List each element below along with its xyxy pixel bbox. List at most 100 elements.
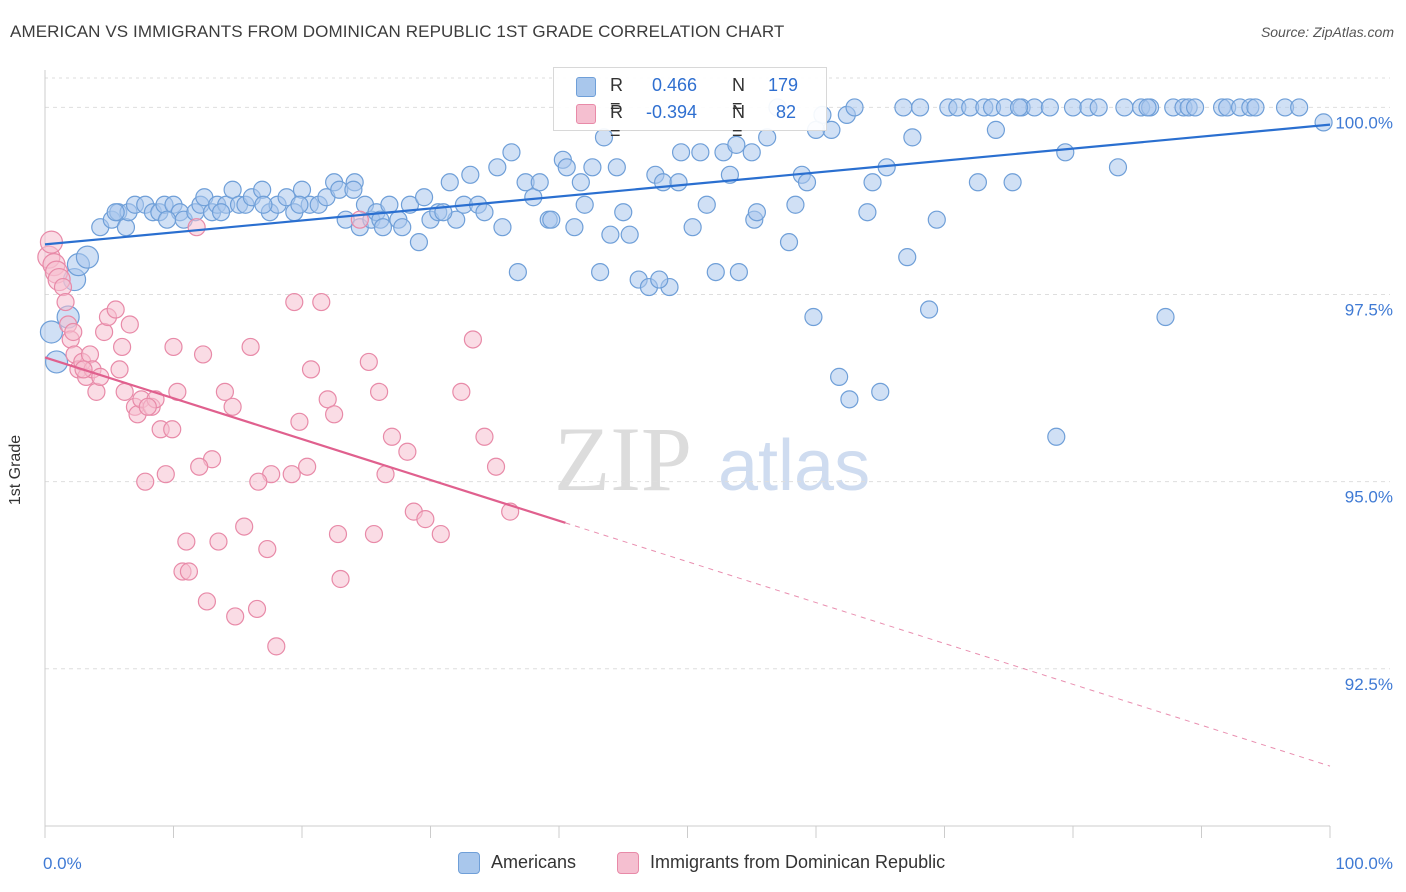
americans-point bbox=[830, 367, 849, 386]
americans-point bbox=[758, 128, 777, 147]
r-value: 0.466 bbox=[652, 75, 698, 95]
dominican-point bbox=[53, 277, 73, 297]
americans-point bbox=[1115, 98, 1134, 117]
americans-point bbox=[727, 135, 746, 154]
americans-point bbox=[742, 143, 761, 162]
americans-point bbox=[729, 262, 749, 282]
americans-point bbox=[858, 203, 877, 222]
r-label: R = bbox=[610, 75, 623, 116]
dominican-legend-swatch bbox=[617, 852, 639, 874]
americans-point bbox=[475, 203, 494, 222]
dominican-point bbox=[197, 592, 217, 611]
americans-point bbox=[1025, 98, 1044, 117]
americans-point bbox=[75, 245, 100, 269]
dominican-point bbox=[241, 337, 260, 357]
americans-point bbox=[1009, 98, 1029, 117]
dominican-point bbox=[209, 532, 228, 551]
americans-point bbox=[571, 173, 590, 192]
dominican-point bbox=[95, 322, 114, 342]
dominican-point bbox=[298, 457, 317, 476]
americans-point bbox=[601, 225, 620, 244]
americans-swatch bbox=[576, 77, 596, 97]
americans-point bbox=[919, 300, 939, 319]
x-tick-label-start: 0.0% bbox=[43, 854, 82, 873]
americans-point bbox=[488, 158, 507, 177]
source-credit: Source: ZipAtlas.com bbox=[1260, 24, 1394, 40]
americans-point bbox=[894, 98, 913, 117]
americans-point bbox=[968, 173, 988, 192]
dominican-point bbox=[331, 569, 350, 589]
dominican-point bbox=[247, 599, 267, 619]
dominican-point bbox=[290, 412, 309, 431]
dominican-point bbox=[475, 427, 494, 446]
americans-point bbox=[697, 195, 716, 214]
dominican-point bbox=[179, 562, 199, 581]
dominican-point bbox=[138, 397, 157, 416]
americans-point bbox=[575, 195, 594, 214]
americans-point bbox=[669, 173, 688, 192]
americans-legend-swatch bbox=[458, 852, 480, 874]
americans-point bbox=[786, 195, 805, 214]
dominican-point bbox=[110, 360, 129, 379]
dominican-point bbox=[431, 524, 450, 544]
y-tick-label: 100.0% bbox=[1335, 113, 1393, 132]
dominican-point bbox=[177, 532, 196, 551]
americans-point bbox=[542, 210, 561, 229]
n-value: 179 bbox=[768, 75, 799, 95]
americans-point bbox=[797, 173, 817, 192]
dominican-point bbox=[282, 465, 301, 484]
americans-point bbox=[620, 225, 639, 244]
americans-point bbox=[607, 158, 626, 177]
dominican-point bbox=[318, 390, 337, 409]
dominican-point bbox=[64, 322, 83, 342]
americans-point bbox=[1290, 98, 1309, 117]
n-label: N = bbox=[732, 102, 745, 143]
americans-point bbox=[871, 382, 890, 401]
americans-point bbox=[1246, 98, 1265, 117]
dominican-swatch bbox=[576, 104, 596, 124]
correlation-legend: R = 0.466 N = 179 R = -0.394 N = 82 bbox=[553, 67, 827, 143]
americans-point bbox=[254, 195, 273, 214]
dominican-point bbox=[398, 442, 417, 461]
americans-point bbox=[223, 180, 242, 199]
americans-point bbox=[1108, 158, 1128, 177]
americans-point bbox=[1156, 307, 1175, 327]
dominican-point bbox=[187, 218, 206, 237]
dominican-point bbox=[267, 637, 286, 656]
americans-point bbox=[393, 218, 412, 237]
dominican-point bbox=[325, 405, 344, 424]
dominican-point bbox=[235, 517, 254, 536]
watermark-atlas: atlas bbox=[718, 426, 870, 506]
americans-point bbox=[747, 203, 766, 222]
watermark-zip: ZIP bbox=[554, 408, 692, 510]
chart-title: AMERICAN VS IMMIGRANTS FROM DOMINICAN RE… bbox=[10, 22, 785, 41]
dominican-legend-label: Immigrants from Dominican Republic bbox=[650, 852, 946, 872]
americans-trendline bbox=[44, 123, 1331, 246]
dominican-point bbox=[328, 524, 348, 544]
dominican-point bbox=[120, 315, 139, 334]
americans-point bbox=[253, 180, 272, 199]
americans-point bbox=[706, 262, 725, 282]
americans-point bbox=[591, 262, 610, 282]
dominican-point bbox=[382, 427, 402, 446]
americans-point bbox=[508, 262, 527, 282]
americans-point bbox=[344, 180, 363, 199]
r-value: -0.394 bbox=[646, 102, 698, 122]
americans-point bbox=[502, 143, 521, 162]
americans-point bbox=[614, 203, 633, 222]
dominican-point bbox=[416, 510, 435, 529]
dominican-point bbox=[452, 382, 471, 401]
americans-point bbox=[39, 320, 64, 344]
americans-point bbox=[409, 233, 429, 252]
americans-legend-label: Americans bbox=[491, 852, 577, 872]
americans-point bbox=[290, 195, 309, 214]
americans-point bbox=[373, 218, 393, 237]
x-tick-label-end: 100.0% bbox=[1335, 854, 1393, 873]
dominican-trendline-extension bbox=[565, 522, 1331, 767]
dominican-point bbox=[215, 382, 234, 401]
americans-point bbox=[683, 218, 702, 237]
americans-point bbox=[720, 165, 740, 184]
americans-point bbox=[863, 173, 882, 192]
americans-point bbox=[1185, 98, 1205, 117]
